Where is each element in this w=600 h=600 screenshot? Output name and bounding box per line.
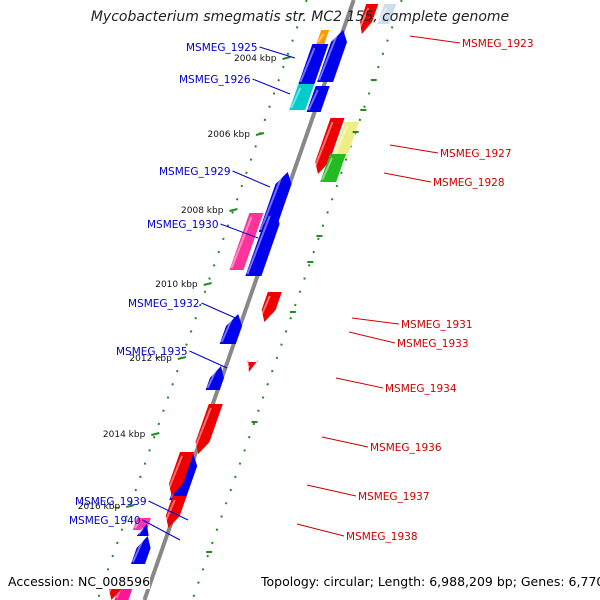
label-msmeg-1927: MSMEG_1927 bbox=[440, 148, 512, 160]
gene-msmeg-1931-shine bbox=[258, 295, 271, 321]
tick-mark bbox=[255, 132, 265, 136]
gene-msmeg-1927-shine bbox=[333, 125, 349, 157]
gene-msmeg-1931 bbox=[261, 292, 282, 322]
label-msmeg-1928: MSMEG_1928 bbox=[433, 177, 505, 189]
gene-msmeg-1937 bbox=[168, 452, 194, 496]
leader-line bbox=[348, 331, 396, 344]
gene-msmeg-1940-a-shine bbox=[137, 527, 144, 535]
summary-text: Topology: circular; Length: 6,988,209 bp… bbox=[261, 574, 600, 589]
tick-mark bbox=[203, 282, 212, 286]
tick-label: 2012 kbp bbox=[129, 354, 172, 364]
label-msmeg-1939: MSMEG_1939 bbox=[75, 496, 147, 508]
leader-line bbox=[335, 377, 384, 389]
gene-fwd-1926b-shine bbox=[307, 89, 319, 111]
leader-line bbox=[148, 500, 189, 521]
gene-msmeg-1928 bbox=[320, 154, 346, 182]
gene-rev-1923b bbox=[377, 4, 397, 24]
gene-fwd-1924-shine bbox=[318, 33, 339, 81]
leader-line bbox=[296, 523, 345, 537]
gene-msmeg-1940-shine bbox=[132, 539, 144, 563]
gene-msmeg-1928-shine bbox=[321, 157, 333, 181]
leader-line bbox=[189, 350, 228, 369]
gene-msmeg-1932-shine bbox=[220, 317, 234, 343]
leader-line bbox=[252, 78, 291, 95]
leader-line bbox=[306, 484, 357, 497]
gene-msmeg-1925-shine bbox=[299, 47, 316, 83]
gene-msmeg-1935 bbox=[205, 366, 224, 390]
gene-msmeg-1927a-shine bbox=[312, 121, 334, 173]
gene-msmeg-1934 bbox=[247, 360, 259, 372]
gene-msmeg-1930a-shine bbox=[230, 216, 253, 269]
gene-msmeg-1940 bbox=[131, 536, 151, 564]
gene-msmeg-1929-shine bbox=[259, 175, 283, 231]
gene-msmeg-1927 bbox=[332, 122, 360, 158]
tick-mark bbox=[229, 208, 238, 212]
gene-msmeg-1935-shine bbox=[206, 369, 217, 389]
label-msmeg-1930: MSMEG_1930 bbox=[147, 219, 219, 231]
leader-line bbox=[409, 35, 461, 44]
gene-msmeg-1930-shine bbox=[246, 215, 271, 275]
gene-msmeg-1927a bbox=[315, 118, 345, 174]
leader-line bbox=[142, 519, 181, 541]
label-msmeg-1936: MSMEG_1936 bbox=[370, 442, 442, 454]
leader-line bbox=[321, 436, 369, 448]
label-msmeg-1933: MSMEG_1933 bbox=[397, 338, 469, 350]
tick-label: 2010 kbp bbox=[155, 280, 198, 290]
gene-msmeg-1937-shine bbox=[165, 455, 183, 495]
label-msmeg-1926: MSMEG_1926 bbox=[179, 74, 251, 86]
label-msmeg-1937: MSMEG_1937 bbox=[358, 491, 430, 503]
gene-msmeg-1940-a bbox=[136, 524, 149, 536]
gene-orange-1925 bbox=[316, 30, 330, 44]
gene-msmeg-1939-shine bbox=[134, 521, 140, 529]
gene-fwd-1924 bbox=[317, 30, 347, 82]
gene-msmeg-1926-shine bbox=[290, 87, 302, 109]
gene-msmeg-1934-shine bbox=[245, 365, 251, 371]
leader-line bbox=[389, 144, 439, 154]
gene-msmeg-1938-shine bbox=[162, 499, 176, 527]
tick-mark bbox=[151, 432, 160, 436]
label-msmeg-1923: MSMEG_1923 bbox=[462, 38, 534, 50]
leader-line bbox=[201, 302, 241, 321]
label-msmeg-1925: MSMEG_1925 bbox=[186, 42, 258, 54]
gene-msmeg-1936-shine bbox=[192, 407, 212, 453]
label-msmeg-1934: MSMEG_1934 bbox=[385, 383, 457, 395]
gene-msmeg-1930 bbox=[245, 212, 280, 276]
gene-msmeg-1929 bbox=[258, 172, 292, 232]
gene-msmeg-1930a bbox=[229, 213, 264, 270]
tick-mark bbox=[125, 504, 135, 508]
gene-msmeg-1923-shine bbox=[356, 7, 370, 33]
gene-msmeg-1926 bbox=[289, 84, 315, 110]
leader-line bbox=[220, 223, 259, 239]
label-msmeg-1935: MSMEG_1935 bbox=[116, 346, 188, 358]
gene-fwd-1926b bbox=[306, 86, 330, 112]
tick-mark bbox=[177, 356, 187, 360]
label-msmeg-1938: MSMEG_1938 bbox=[346, 531, 418, 543]
label-msmeg-1940: MSMEG_1940 bbox=[69, 515, 141, 527]
tick-label: 2004 kbp bbox=[234, 54, 277, 64]
gene-msmeg-1938 bbox=[165, 496, 187, 528]
gene-msmeg-1936 bbox=[195, 404, 223, 454]
tick-label: 2014 kbp bbox=[103, 430, 146, 440]
tick-mark bbox=[282, 56, 291, 60]
gene-msmeg-1932 bbox=[219, 314, 242, 344]
accession-text: Accession: NC_008596 bbox=[8, 574, 151, 589]
leader-line bbox=[383, 172, 432, 183]
label-msmeg-1929: MSMEG_1929 bbox=[159, 166, 231, 178]
gene-msmeg-1923 bbox=[360, 4, 379, 34]
label-msmeg-1931: MSMEG_1931 bbox=[401, 319, 473, 331]
label-msmeg-1932: MSMEG_1932 bbox=[128, 298, 200, 310]
gene-orange-1925-shine bbox=[317, 33, 325, 43]
diagram-title: Mycobacterium smegmatis str. MC2 155, co… bbox=[90, 9, 510, 25]
leader-line bbox=[351, 317, 400, 325]
tick-label: 2016 kbp bbox=[78, 502, 121, 512]
gene-rev-1923b-shine bbox=[378, 7, 388, 23]
leader-line bbox=[259, 46, 296, 59]
tick-label: 2006 kbp bbox=[208, 130, 251, 140]
tick-label: 2008 kbp bbox=[181, 206, 224, 216]
gene-msmeg-1925 bbox=[298, 44, 329, 84]
leader-line bbox=[232, 170, 271, 188]
